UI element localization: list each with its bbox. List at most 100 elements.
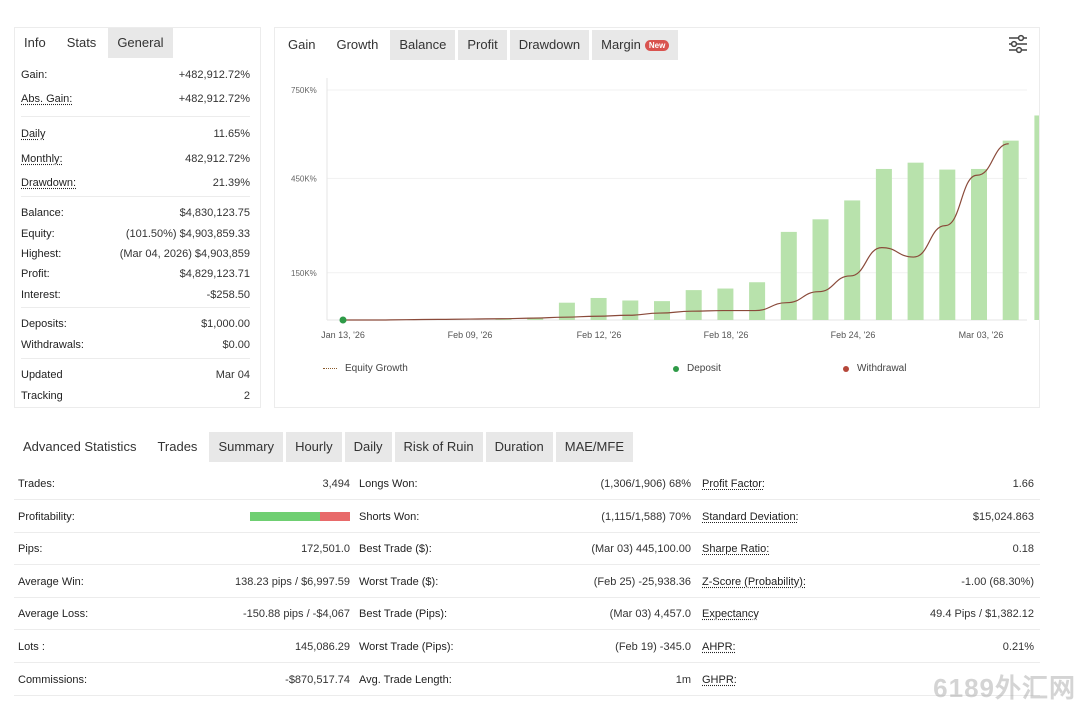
stat-label: Average Loss:: [18, 608, 89, 621]
statistics-tabs: Advanced Statistics Trades Summary Hourly Da…: [14, 432, 633, 462]
tab-growth[interactable]: Growth: [327, 30, 387, 60]
growth-bar[interactable]: [527, 317, 544, 320]
tab-margin[interactable]: Margin New: [592, 30, 679, 60]
growth-bar[interactable]: [590, 297, 607, 320]
info-row-monthly: Monthly: 482,912.72%: [21, 152, 250, 166]
tab-drawdown[interactable]: Drawdown: [509, 30, 590, 60]
growth-bar[interactable]: [780, 231, 797, 320]
tab-duration[interactable]: Duration: [485, 432, 553, 462]
x-tick-label: Feb 12, '26: [577, 330, 622, 340]
stat-label: Profit Factor:: [702, 478, 765, 490]
stat-value: 1.66: [1012, 478, 1034, 490]
stat-value: 172,501.0: [301, 543, 350, 556]
stat-label: Sharpe Ratio:: [702, 543, 770, 556]
deposit-marker[interactable]: [339, 316, 347, 324]
account-info-panel: Info Stats General Gain: +482,912.72% Abs. G…: [14, 27, 261, 408]
growth-bar[interactable]: [1034, 115, 1039, 320]
info-value: 2: [243, 390, 250, 402]
stat-label: Z-Score (Probability):: [702, 575, 806, 588]
tab-risk-of-ruin[interactable]: Risk of Ruin: [394, 432, 483, 462]
divider: [21, 358, 250, 359]
growth-bar[interactable]: [971, 168, 987, 320]
stat-label: Expectancy: [702, 608, 759, 621]
tab-stats[interactable]: Stats: [66, 35, 97, 50]
info-row-gain: Gain: +482,912.72%: [21, 68, 250, 82]
legend-dot-swatch: [673, 365, 679, 372]
info-row-equity: Equity: (101.50%) $4,903,859.33: [21, 227, 250, 241]
stat-label: Standard Deviation:: [702, 510, 799, 523]
info-row-balance: Balance: $4,830,123.75: [21, 206, 250, 220]
tab-trades[interactable]: Trades: [157, 439, 198, 454]
growth-bar[interactable]: [1002, 140, 1019, 320]
stat-value: $15,024.863: [972, 510, 1034, 523]
growth-bar[interactable]: [749, 282, 766, 320]
info-label: Daily: [21, 128, 46, 140]
table-row: Average Loss: -150.88 pips / -$4,067 Best …: [14, 598, 1040, 631]
legend-withdrawal[interactable]: Withdrawal: [843, 363, 906, 374]
tab-hourly[interactable]: Hourly: [286, 432, 342, 462]
tab-mae-mfe[interactable]: MAE/MFE: [555, 432, 633, 462]
legend-equity-label: Equity Growth: [345, 363, 408, 374]
stat-label: Shorts Won:: [359, 510, 420, 523]
tab-daily[interactable]: Daily: [344, 432, 392, 462]
info-value: (Mar 04, 2026) $4,903,859: [119, 248, 250, 260]
legend-deposit-label: Deposit: [687, 363, 721, 374]
sliders-icon[interactable]: [1007, 34, 1029, 54]
stat-label: AHPR:: [702, 641, 736, 653]
growth-bar[interactable]: [907, 162, 924, 320]
tab-general[interactable]: General: [108, 28, 173, 58]
growth-bar[interactable]: [654, 301, 670, 320]
equity-growth-line: [343, 143, 1009, 321]
growth-bar[interactable]: [558, 302, 575, 320]
growth-chart: 750K% 450K% 150K% Jan 13, '26 Feb 09, '26 Feb…: [291, 78, 1039, 340]
info-value: $0.00: [222, 339, 250, 351]
tab-summary[interactable]: Summary: [209, 432, 284, 462]
growth-bar[interactable]: [875, 168, 892, 320]
stat-value: 138.23 pips / $6,997.59: [235, 575, 350, 588]
table-row: Commissions: -$870,517.74 Avg. Trade Lengt…: [14, 664, 1040, 696]
stat-label: GHPR:: [702, 673, 737, 686]
tab-info[interactable]: Info: [24, 35, 46, 50]
stat-value: -1.00 (68.30%): [961, 575, 1034, 588]
info-value: $1,000.00: [201, 318, 250, 330]
stat-value: -150.88 pips / -$4,067: [242, 608, 350, 621]
divider: [21, 196, 250, 197]
stat-label: Average Win:: [18, 575, 84, 588]
growth-bar[interactable]: [622, 300, 639, 320]
legend-line-swatch: [323, 368, 337, 369]
y-tick-label: 450K%: [291, 174, 317, 183]
stat-label: Trades:: [18, 478, 55, 490]
growth-bar[interactable]: [495, 319, 512, 320]
stat-value: (1,306/1,906) 68%: [600, 478, 691, 490]
info-value: Mar 04: [215, 369, 250, 381]
tab-advanced-statistics[interactable]: Advanced Statistics: [23, 439, 137, 454]
info-value: -$258.50: [206, 289, 250, 301]
info-label: Gain:: [21, 69, 48, 81]
growth-bar[interactable]: [717, 288, 734, 320]
table-row: Pips: 172,501.0 Best Trade ($): (Mar 03) 44…: [14, 533, 1040, 566]
y-tick-label: 150K%: [291, 269, 317, 278]
tab-profit[interactable]: Profit: [458, 30, 507, 60]
stat-label: Worst Trade ($):: [359, 575, 439, 588]
info-label: Deposits:: [21, 318, 67, 330]
growth-bar[interactable]: [812, 219, 829, 320]
stat-value: 3,494: [322, 478, 350, 490]
stat-value: 0.21%: [1002, 641, 1034, 653]
tab-balance[interactable]: Balance: [390, 30, 456, 60]
stat-value: (Mar 03) 4,457.0: [609, 608, 691, 621]
legend-deposit[interactable]: Deposit: [673, 363, 721, 374]
growth-bar[interactable]: [685, 290, 702, 320]
tab-label: Margin: [601, 37, 641, 52]
chart-tabs: Gain Growth Balance Profit Drawdown Margin New: [279, 30, 679, 60]
stat-value: (Mar 03) 445,100.00: [591, 543, 691, 556]
info-label: Profit:: [21, 268, 50, 280]
growth-bar[interactable]: [939, 169, 956, 320]
legend-equity-growth[interactable]: Equity Growth: [323, 363, 408, 374]
stat-value: -$870,517.74: [285, 673, 350, 686]
info-row-profit: Profit: $4,829,123.71: [21, 267, 250, 281]
info-label: Interest:: [21, 289, 61, 301]
info-value: 21.39%: [212, 177, 250, 189]
legend-withdrawal-label: Withdrawal: [857, 363, 907, 374]
growth-bar[interactable]: [844, 200, 861, 320]
tab-gain[interactable]: Gain: [279, 30, 324, 60]
